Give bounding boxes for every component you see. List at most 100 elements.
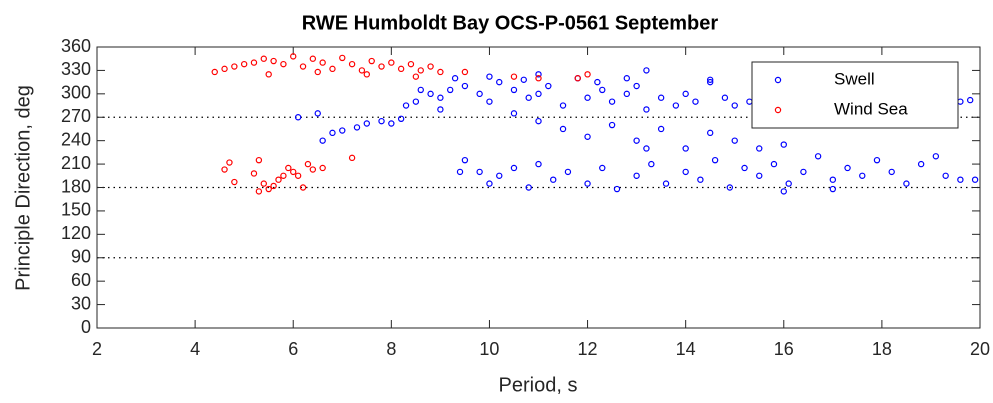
point bbox=[814, 153, 822, 160]
point bbox=[226, 159, 233, 166]
point bbox=[770, 160, 778, 168]
point bbox=[299, 63, 307, 70]
point bbox=[623, 75, 631, 82]
point bbox=[319, 164, 326, 172]
point bbox=[535, 71, 542, 78]
point bbox=[417, 86, 424, 94]
y-tick-label: 330 bbox=[61, 59, 91, 79]
point bbox=[280, 60, 287, 68]
point bbox=[363, 71, 371, 78]
point bbox=[240, 60, 248, 68]
plot-frame bbox=[96, 46, 981, 329]
point bbox=[397, 115, 405, 123]
point bbox=[643, 67, 650, 74]
legend-marker bbox=[774, 76, 782, 84]
point bbox=[451, 75, 459, 82]
point bbox=[844, 164, 851, 172]
y-tick-label: 90 bbox=[71, 247, 91, 267]
point bbox=[682, 90, 689, 98]
point bbox=[456, 168, 464, 176]
point bbox=[417, 67, 424, 74]
point bbox=[917, 160, 925, 168]
point bbox=[358, 67, 366, 74]
point bbox=[672, 102, 680, 109]
point bbox=[706, 78, 714, 86]
point bbox=[873, 156, 881, 164]
point bbox=[535, 160, 542, 168]
x-tick-label: 8 bbox=[386, 339, 396, 359]
point bbox=[363, 120, 371, 127]
point bbox=[437, 68, 444, 76]
point bbox=[648, 160, 655, 168]
point bbox=[657, 125, 665, 133]
point bbox=[584, 71, 591, 78]
point bbox=[599, 164, 606, 172]
y-axis-label: Principle Direction, deg bbox=[12, 85, 34, 291]
y-tick-label: 180 bbox=[61, 176, 91, 196]
point bbox=[290, 168, 297, 176]
x-axis-label: Period, s bbox=[499, 374, 578, 396]
point bbox=[486, 98, 493, 105]
point bbox=[756, 145, 763, 152]
x-tick-label: 6 bbox=[288, 339, 298, 359]
x-tick-label: 2 bbox=[92, 339, 102, 359]
point bbox=[250, 170, 258, 177]
point bbox=[309, 55, 317, 62]
point bbox=[304, 160, 312, 168]
point bbox=[662, 180, 670, 187]
point bbox=[294, 172, 302, 179]
y-tick-label: 270 bbox=[61, 106, 91, 126]
point bbox=[903, 180, 910, 187]
x-tick-label: 10 bbox=[479, 339, 499, 359]
point bbox=[741, 164, 748, 172]
point bbox=[402, 102, 410, 109]
x-tick-label: 4 bbox=[190, 339, 200, 359]
point bbox=[780, 188, 787, 195]
point bbox=[706, 76, 714, 83]
x-tick-label: 16 bbox=[774, 339, 794, 359]
point bbox=[486, 180, 493, 187]
legend-label: Swell bbox=[834, 69, 875, 88]
point bbox=[957, 176, 964, 183]
point bbox=[231, 63, 238, 70]
point bbox=[437, 94, 444, 101]
point bbox=[368, 57, 375, 65]
point bbox=[888, 168, 895, 176]
point bbox=[859, 172, 866, 179]
point bbox=[520, 76, 527, 83]
point bbox=[584, 133, 591, 140]
point bbox=[496, 78, 503, 86]
point bbox=[510, 110, 518, 117]
point bbox=[829, 176, 837, 183]
legend-label: Wind Sea bbox=[834, 99, 908, 118]
point bbox=[535, 90, 542, 98]
point bbox=[643, 106, 650, 113]
point bbox=[800, 168, 807, 176]
point bbox=[299, 184, 307, 191]
point bbox=[270, 57, 277, 65]
point bbox=[785, 180, 792, 187]
legend-box bbox=[751, 61, 959, 129]
point bbox=[971, 176, 979, 183]
series bbox=[294, 67, 979, 195]
point bbox=[525, 94, 532, 101]
point bbox=[584, 94, 591, 101]
point bbox=[461, 68, 469, 76]
x-tick-label: 20 bbox=[970, 339, 990, 359]
point bbox=[407, 60, 415, 68]
point bbox=[461, 82, 469, 90]
point bbox=[348, 154, 356, 162]
point bbox=[545, 82, 552, 90]
point bbox=[476, 90, 483, 98]
point bbox=[510, 86, 518, 94]
point bbox=[633, 172, 640, 179]
point bbox=[476, 168, 483, 176]
point bbox=[231, 178, 238, 186]
point bbox=[265, 185, 272, 193]
point bbox=[339, 54, 346, 62]
point bbox=[290, 53, 297, 60]
series bbox=[211, 53, 591, 195]
point bbox=[706, 129, 714, 137]
point bbox=[608, 98, 616, 105]
